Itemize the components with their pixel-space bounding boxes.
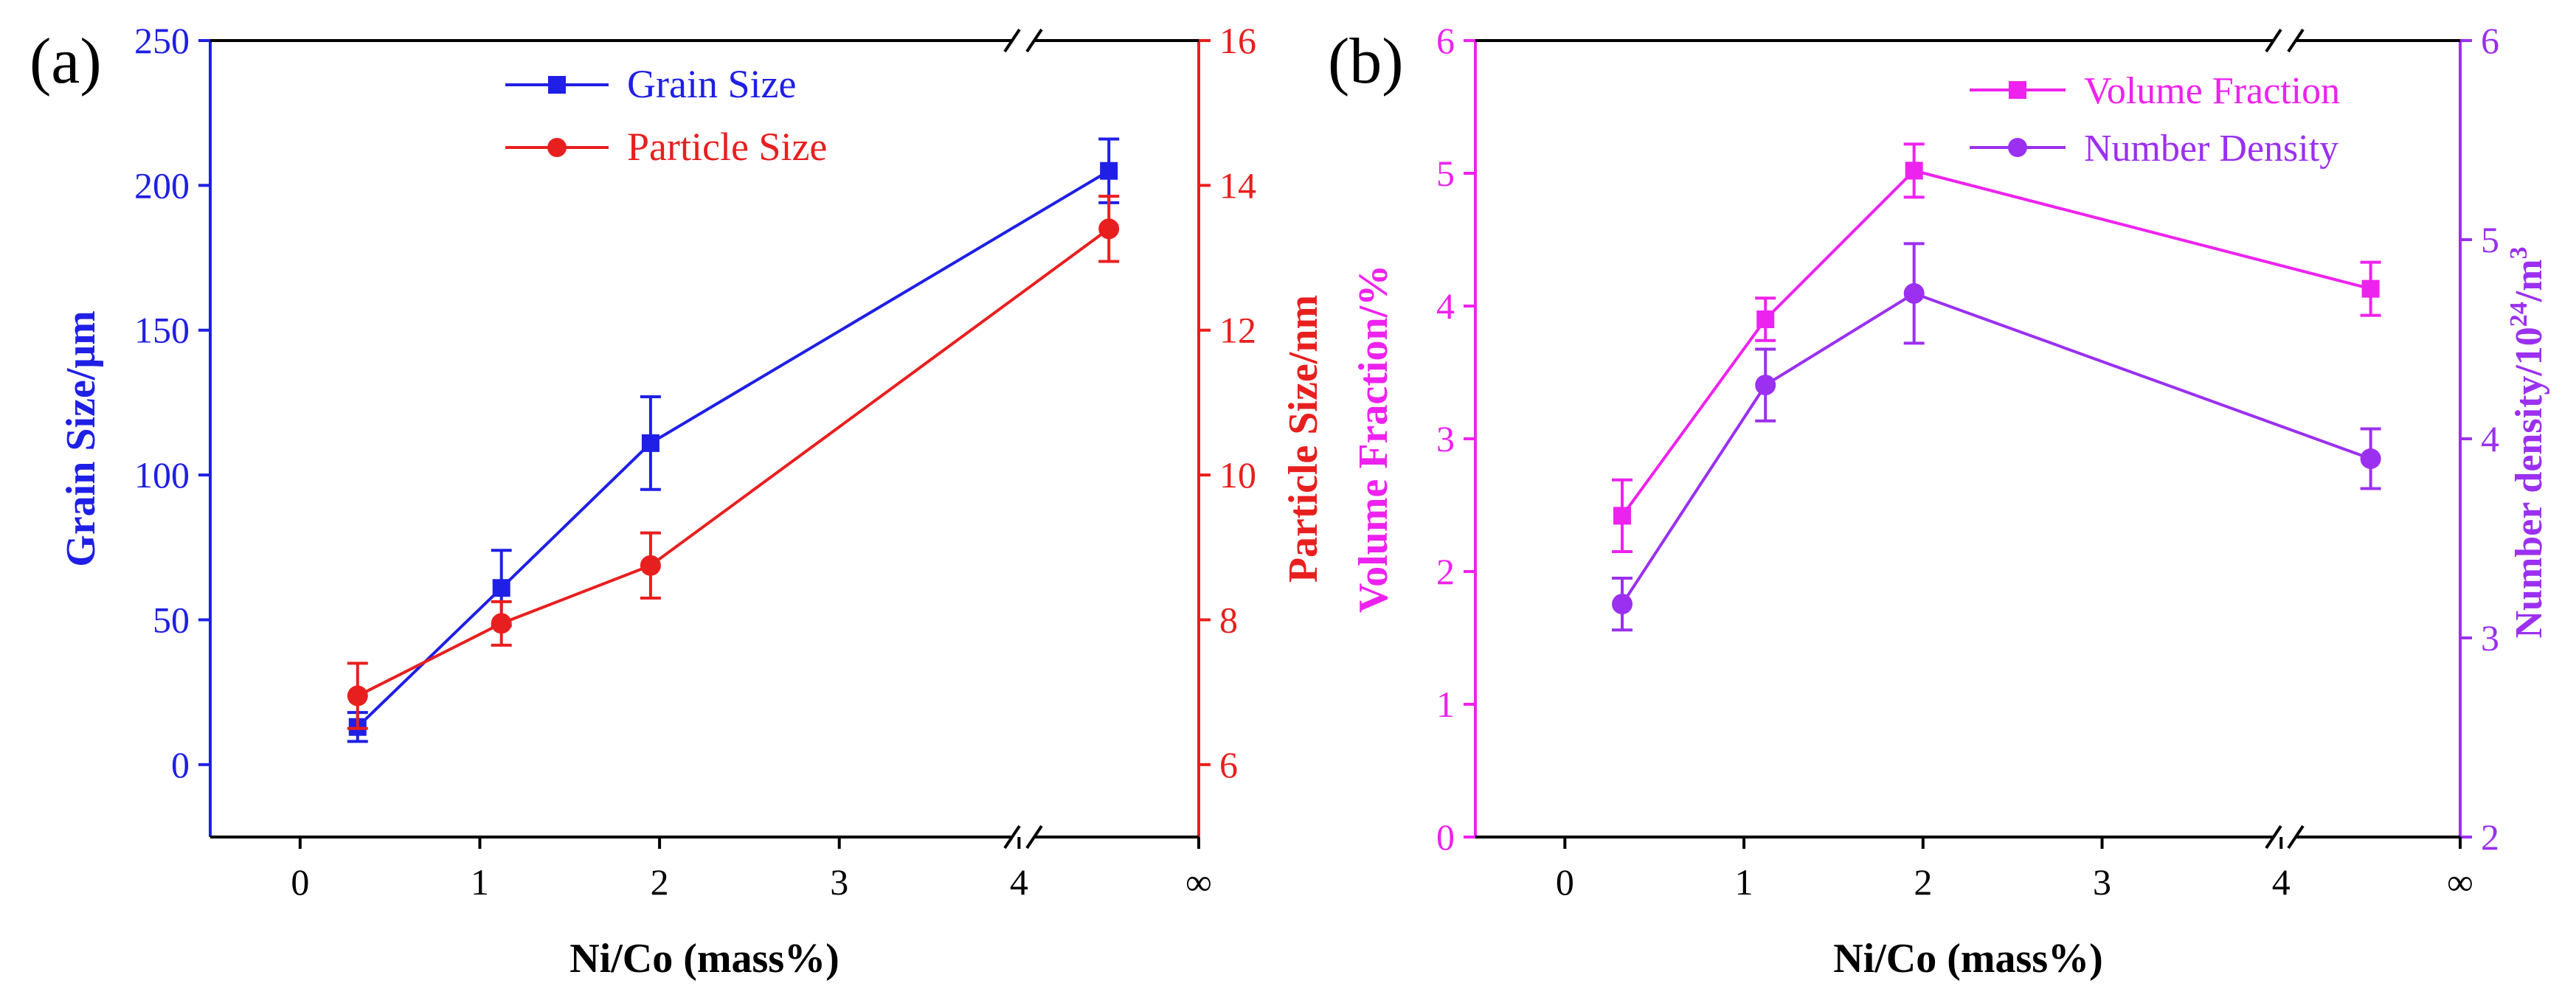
x-tick-label: 0 <box>291 861 309 903</box>
x-tick-label: 1 <box>1735 861 1753 903</box>
panel-b-label: (b) <box>1328 26 1404 97</box>
right-tick-label: 14 <box>1219 164 1256 206</box>
panel-b-right-axis: 2 3 4 5 6 <box>2460 20 2499 858</box>
panel-a-top-spine <box>210 28 1199 53</box>
left-tick-label: 0 <box>1436 816 1455 858</box>
number-density-point <box>1755 375 1776 396</box>
panel-b-left-axis: 0 1 2 3 4 5 6 <box>1436 20 1475 858</box>
particle-size-point <box>1098 218 1120 240</box>
panel-b-x-title: Ni/Co (mass%) <box>1833 936 2103 982</box>
left-tick-label: 250 <box>134 20 190 61</box>
x-tick-label: 0 <box>1556 861 1574 903</box>
left-tick-label: 150 <box>134 310 190 351</box>
volume-fraction-point <box>1613 507 1632 525</box>
panel-a-right-title: Particle Size/nm <box>1281 295 1326 583</box>
volume-fraction-point <box>2361 279 2380 298</box>
grain-size-line <box>356 170 1110 729</box>
particle-size-line <box>356 227 1110 698</box>
panel-b-top-spine <box>1475 28 2460 53</box>
panel-b-right-title: Number density/1024/m3 <box>2505 246 2550 638</box>
left-tick-label: 200 <box>134 164 190 206</box>
panel-a-x-axis: 0 1 2 3 4 ∞ <box>291 837 1212 903</box>
x-tick-label: 2 <box>651 861 669 903</box>
volume-fraction-line <box>1621 169 2372 517</box>
grain-size-point <box>1100 162 1118 180</box>
x-tick-label: 3 <box>2093 861 2111 903</box>
panel-a-series <box>347 137 1120 743</box>
grain-size-point <box>641 434 659 452</box>
left-tick-label: 100 <box>134 454 190 496</box>
x-tick-label: 1 <box>471 861 489 903</box>
panel-b-legend: Volume Fraction Number Density <box>1970 70 2340 170</box>
legend-item-number-density: Number Density <box>1970 128 2338 170</box>
x-tick-label: 3 <box>830 861 848 903</box>
left-tick-label: 1 <box>1436 684 1455 725</box>
particle-size-point <box>491 613 512 634</box>
left-tick-label: 2 <box>1436 551 1455 592</box>
number-density-point <box>1612 594 1633 615</box>
left-tick-label: 0 <box>171 744 190 785</box>
x-tick-label: 2 <box>1914 861 1932 903</box>
particle-size-point <box>347 685 368 706</box>
right-tick-label: 8 <box>1219 599 1238 640</box>
particle-size-point <box>640 555 661 576</box>
panel-b-bottom-spine <box>1475 824 2460 850</box>
x-tick-label: ∞ <box>1185 861 1212 903</box>
legend-label-particle-size: Particle Size <box>627 125 827 169</box>
legend-label-number-density: Number Density <box>2084 128 2338 170</box>
right-tick-label: 12 <box>1219 310 1256 351</box>
left-tick-label: 6 <box>1436 20 1455 61</box>
legend-label-grain-size: Grain Size <box>627 62 796 106</box>
panel-a-x-title: Ni/Co (mass%) <box>569 936 839 982</box>
grain-size-point <box>492 579 510 597</box>
panel-a-label: (a) <box>30 26 102 97</box>
panel-a-bottom-spine <box>210 824 1199 850</box>
number-density-point <box>1903 282 1925 304</box>
right-tick-label: 6 <box>1219 744 1238 785</box>
left-tick-label: 50 <box>153 599 190 640</box>
right-tick-label: 4 <box>2481 418 2499 459</box>
legend-item-particle-size: Particle Size <box>505 125 827 169</box>
number-density-line <box>1621 291 2372 605</box>
panel-a-right-axis: 6 8 10 12 14 16 <box>1199 20 1256 785</box>
right-tick-label: 5 <box>2481 219 2499 260</box>
volume-fraction-point <box>1905 162 1923 180</box>
panel-a-legend: Grain Size Particle Size <box>505 62 827 169</box>
right-tick-label: 3 <box>2481 617 2499 659</box>
left-tick-label: 4 <box>1436 285 1455 327</box>
left-tick-label: 3 <box>1436 418 1455 459</box>
legend-label-volume-fraction: Volume Fraction <box>2084 70 2340 112</box>
panel-b: (b) 0 1 2 3 4 5 6 2 3 4 5 6 0 1 2 3 4 ∞ <box>1328 20 2550 982</box>
panel-b-right-title-base: Number density/10 <box>2508 327 2550 638</box>
right-tick-label: 16 <box>1219 20 1256 61</box>
legend-item-grain-size: Grain Size <box>505 62 796 106</box>
right-tick-label: 10 <box>1219 454 1256 496</box>
panel-b-left-title: Volume Fraction/% <box>1351 265 1396 613</box>
panel-b-right-title-sup1: 24 <box>2505 302 2532 327</box>
right-tick-label: 2 <box>2481 816 2499 858</box>
panel-b-x-axis: 0 1 2 3 4 ∞ <box>1556 837 2473 903</box>
panel-a-left-axis: 0 50 100 150 200 250 <box>134 20 210 785</box>
legend-item-volume-fraction: Volume Fraction <box>1970 70 2340 112</box>
x-tick-label: 4 <box>1010 861 1028 903</box>
panel-b-series <box>1612 142 2381 632</box>
x-tick-label: ∞ <box>2447 861 2473 903</box>
panel-b-right-title-sup2: 3 <box>2505 246 2532 259</box>
left-tick-label: 5 <box>1436 153 1455 194</box>
volume-fraction-point <box>1756 310 1775 328</box>
number-density-point <box>2360 448 2381 469</box>
panel-a-left-title: Grain Size/μm <box>58 310 104 566</box>
x-tick-label: 4 <box>2272 861 2291 903</box>
panel-b-right-title-mid: /m <box>2508 259 2550 302</box>
right-tick-label: 6 <box>2481 20 2499 61</box>
